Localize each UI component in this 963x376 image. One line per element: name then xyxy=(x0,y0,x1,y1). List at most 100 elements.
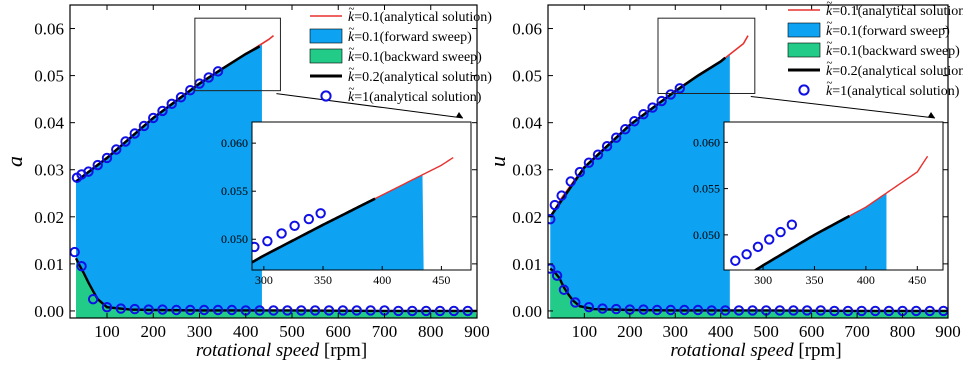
k1-marker xyxy=(129,128,140,139)
k1-marker xyxy=(774,305,786,316)
k1-marker xyxy=(610,132,622,143)
k1-marker xyxy=(185,304,196,316)
k1-marker xyxy=(706,305,717,316)
inset-forward-area xyxy=(252,174,424,270)
k1-marker xyxy=(620,124,631,135)
k1-marker xyxy=(788,305,799,316)
inset-panel: 300 350 400 450 0.050 0.055 0.060 xyxy=(221,121,472,287)
k1-marker xyxy=(203,72,214,83)
legend-k-tilde: ~ xyxy=(827,0,833,9)
y-tick-label: 0.05 xyxy=(34,67,64,86)
k1-marker xyxy=(365,305,376,316)
x-tick-label: 700 xyxy=(372,322,398,341)
x-tick-label: 200 xyxy=(141,322,167,341)
k1-marker xyxy=(120,136,131,147)
k1-marker xyxy=(733,305,745,316)
k1-marker xyxy=(83,166,94,177)
k1-marker xyxy=(856,305,867,317)
k1-marker xyxy=(157,304,168,315)
y-tick-label: 0.06 xyxy=(512,20,542,39)
y-axis-label: a xyxy=(2,156,27,167)
inset-k1-marker xyxy=(764,234,775,245)
inset-y-tick-label: 0.060 xyxy=(693,135,720,149)
inset-k1-marker xyxy=(262,235,273,247)
k1-marker xyxy=(583,301,595,313)
k1-marker xyxy=(720,305,731,316)
x-tick-label: 800 xyxy=(418,322,444,341)
k1-marker xyxy=(829,305,840,317)
plot-area xyxy=(548,35,948,318)
k1-marker xyxy=(692,304,704,316)
k1-marker xyxy=(910,305,922,317)
x-tick-label: 300 xyxy=(663,322,689,341)
k1-marker xyxy=(565,176,576,187)
k1-marker xyxy=(548,263,556,274)
x-tick-label: 500 xyxy=(279,322,305,341)
legend-swatch-blue-circle xyxy=(320,90,332,102)
k1-marker xyxy=(674,83,686,94)
analytical-k02-line xyxy=(549,56,727,218)
k1-marker xyxy=(601,141,613,152)
k1-marker xyxy=(175,92,187,103)
k1-marker xyxy=(583,157,595,168)
k1-marker xyxy=(638,108,649,120)
k1-marker xyxy=(309,305,321,316)
x-tick-label: 500 xyxy=(753,322,779,341)
x-tick-label: 300 xyxy=(187,322,213,341)
x-tick-label: 600 xyxy=(326,322,352,341)
k1-marker xyxy=(166,98,177,110)
inset-k1-marker xyxy=(752,241,764,253)
k1-marker xyxy=(129,303,140,315)
inset-x-tick-label: 300 xyxy=(754,273,772,287)
k1-marker xyxy=(610,303,622,315)
legend-k-tilde: ~ xyxy=(349,3,355,15)
inset-panel: 300 350 400 450 0.050 0.055 0.060 xyxy=(693,121,944,287)
k1-marker xyxy=(656,95,667,107)
k1-marker xyxy=(870,305,881,317)
legend-entry-label: k=0.2(analytical solution) xyxy=(826,64,963,79)
y-tick-label: 0.04 xyxy=(512,114,542,133)
k1-marker xyxy=(647,102,658,113)
y-tick-label: 0.00 xyxy=(34,302,64,321)
inset-forward-area xyxy=(724,193,887,270)
k1-marker xyxy=(574,166,586,178)
inset-x-tick-label: 350 xyxy=(805,273,823,287)
k1-marker xyxy=(597,303,608,314)
chart-panel-u: 100 200 300 400 500 600 700 800 900 0.00 0.01 0.02 0… xyxy=(485,0,963,361)
legend-entry-label: k=1(analytical solution) xyxy=(826,84,960,99)
k1-marker xyxy=(268,305,279,316)
k1-marker xyxy=(629,116,640,127)
x-tick-label: 400 xyxy=(233,322,259,341)
x-tick-label: 600 xyxy=(799,322,825,341)
y-tick-label: 0.03 xyxy=(512,161,542,180)
inset-x-tick-label: 300 xyxy=(255,273,273,287)
k1-marker xyxy=(551,270,563,281)
legend-entry-label: k=0.1(backward sweep) xyxy=(826,44,960,59)
y-tick-label: 0.06 xyxy=(34,20,64,39)
legend-k-tilde: ~ xyxy=(349,43,355,55)
legend-k-tilde: ~ xyxy=(827,17,833,29)
k1-marker xyxy=(226,304,238,316)
k1-marker xyxy=(448,305,460,317)
legend-k-tilde: ~ xyxy=(827,77,833,89)
k1-marker xyxy=(323,305,335,316)
plot-frame xyxy=(69,4,478,319)
inset-plot-area xyxy=(252,156,454,270)
k1-marker xyxy=(87,293,99,305)
k1-marker xyxy=(296,305,307,316)
k1-marker xyxy=(592,149,604,160)
y-tick-label: 0.00 xyxy=(512,302,542,321)
legend-entry-label: k=0.2(analytical solution) xyxy=(348,70,492,85)
legend-entry-label: k=0.1(forward sweep) xyxy=(348,30,472,45)
k1-marker xyxy=(665,304,676,316)
legend-swatch-green-fill xyxy=(309,48,343,64)
k1-marker xyxy=(548,213,556,225)
inset-x-tick-label: 400 xyxy=(373,273,391,287)
inset-y-tick-label: 0.050 xyxy=(221,232,248,246)
inset-k1-marker xyxy=(252,241,260,253)
forward-sweep-area xyxy=(76,43,262,311)
inset-y-tick-label: 0.055 xyxy=(221,184,248,198)
legend-swatch-blue-fill xyxy=(787,22,821,38)
k1-marker xyxy=(801,305,813,316)
